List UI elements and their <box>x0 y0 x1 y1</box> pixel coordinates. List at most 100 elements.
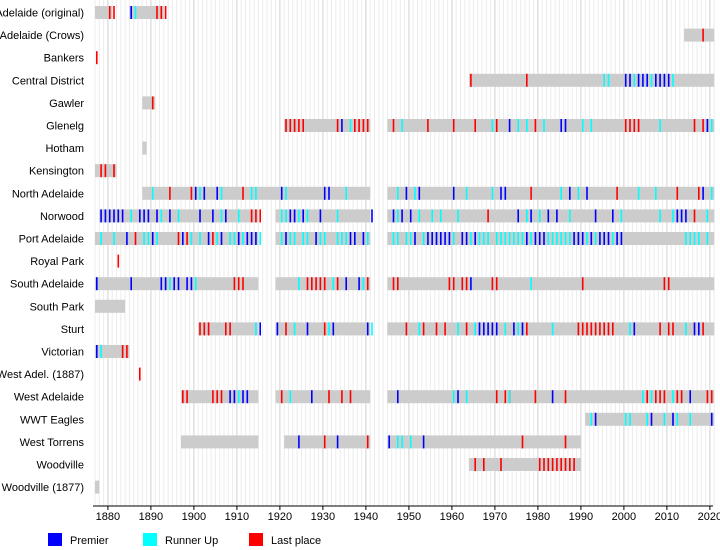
last-place-mark <box>427 119 429 132</box>
team-label: Glenelg <box>46 121 84 133</box>
membership-bar <box>387 186 715 200</box>
last-place-mark <box>672 322 674 336</box>
runner-up-mark <box>345 232 347 245</box>
last-place-mark <box>392 277 395 291</box>
runner-up-mark <box>508 390 511 404</box>
last-place-mark <box>285 322 287 336</box>
runner-up-mark <box>663 412 666 426</box>
last-place-mark <box>676 186 679 200</box>
runner-up-mark <box>491 119 494 132</box>
last-place-mark <box>336 277 339 291</box>
last-place-mark <box>96 51 98 65</box>
last-place-mark <box>702 119 704 132</box>
premier-mark <box>100 209 102 223</box>
premier-mark <box>427 232 429 245</box>
last-place-mark <box>323 277 326 291</box>
runner-up-mark <box>676 412 679 426</box>
runner-up-mark <box>409 435 412 449</box>
last-place-mark <box>474 119 476 132</box>
premier-mark <box>440 232 442 245</box>
premier-mark <box>298 435 300 449</box>
premier-mark <box>418 186 421 200</box>
runner-up-mark <box>336 232 339 245</box>
runner-up-mark <box>504 232 507 245</box>
premier-mark <box>551 390 554 404</box>
last-place-mark <box>698 186 700 200</box>
premier-mark <box>517 209 519 223</box>
premier-mark <box>207 232 210 245</box>
premier-mark <box>409 209 412 223</box>
runner-up-mark <box>289 232 292 245</box>
runner-up-mark <box>659 209 661 223</box>
premier-mark <box>491 322 494 336</box>
last-place-mark <box>315 277 317 291</box>
last-place-mark <box>534 119 537 132</box>
runner-up-mark <box>685 322 687 336</box>
runner-up-mark <box>538 209 541 223</box>
last-place-mark <box>702 28 704 42</box>
last-place-mark <box>495 119 498 132</box>
membership-bar <box>387 277 715 291</box>
runner-up-mark <box>199 232 201 245</box>
runner-up-mark <box>526 209 528 223</box>
membership-bar <box>387 322 715 336</box>
premier-mark <box>513 322 515 336</box>
team-label: Kensington <box>29 166 84 178</box>
premier-mark <box>315 232 317 245</box>
team-label: Woodville <box>37 460 85 472</box>
membership-bar <box>95 277 259 291</box>
premier-mark <box>616 232 618 245</box>
runner-up-mark <box>465 390 468 404</box>
membership-bar <box>275 322 371 336</box>
membership-bar <box>284 435 371 449</box>
premier-mark <box>573 232 575 245</box>
premier-mark <box>362 232 365 245</box>
runner-up-mark <box>457 209 459 223</box>
runner-up-mark <box>590 412 593 426</box>
tick-label: 2000 <box>612 511 636 523</box>
premier-mark <box>212 209 214 223</box>
last-place-mark <box>483 458 485 471</box>
last-place-mark <box>169 186 171 200</box>
last-place-mark <box>594 322 597 336</box>
premier-mark <box>530 209 532 223</box>
runner-up-mark <box>693 232 696 245</box>
runner-up-mark <box>478 232 481 245</box>
premier-mark <box>526 232 528 245</box>
last-place-mark <box>603 322 605 336</box>
tick-label: 1940 <box>354 511 378 523</box>
last-place-mark <box>126 345 128 358</box>
runner-up-mark <box>637 186 640 200</box>
last-place-mark <box>285 119 287 132</box>
last-place-mark <box>500 458 502 471</box>
runner-up-mark <box>564 232 567 245</box>
premier-mark <box>646 73 648 87</box>
runner-up-mark <box>560 232 562 245</box>
premier-mark <box>689 390 691 404</box>
premier-mark <box>599 232 601 245</box>
last-place-mark <box>100 164 102 178</box>
last-place-mark <box>392 119 395 132</box>
last-place-mark <box>156 6 158 19</box>
last-place-mark <box>233 277 236 291</box>
premier-mark <box>594 209 597 223</box>
last-place-mark <box>117 254 120 268</box>
last-place-mark <box>663 390 666 404</box>
last-place-mark <box>298 119 300 132</box>
team-label: Woodville (1877) <box>2 482 84 494</box>
last-place-mark <box>212 232 214 245</box>
premier-mark <box>319 209 322 223</box>
runner-up-mark <box>160 209 163 223</box>
runner-up-mark <box>629 412 631 426</box>
premier-mark <box>225 209 227 223</box>
last-place-mark <box>160 6 163 19</box>
premier-mark <box>483 322 485 336</box>
team-label: West Adel. (1887) <box>0 369 84 381</box>
last-place-mark <box>151 96 154 110</box>
membership-bar <box>387 119 715 132</box>
runner-up-mark <box>483 232 485 245</box>
runner-up-mark <box>216 232 218 245</box>
premier-mark <box>659 73 661 87</box>
runner-up-mark <box>530 277 532 291</box>
premier-mark <box>113 209 115 223</box>
